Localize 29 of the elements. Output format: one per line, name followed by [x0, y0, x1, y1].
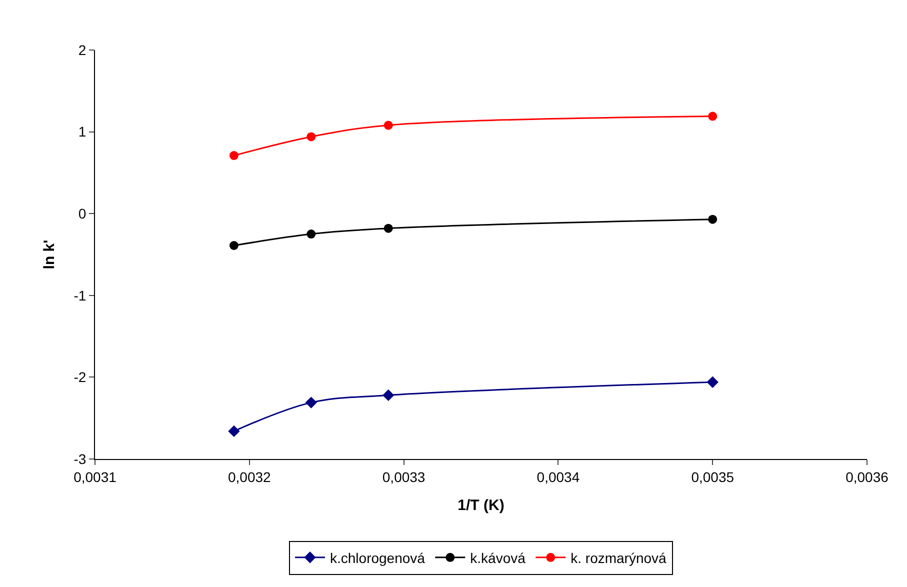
y-tick-label: 1 [78, 124, 86, 140]
y-tick-label: 2 [78, 42, 86, 58]
y-tick-label: 0 [78, 206, 86, 222]
legend-label: k.kávová [470, 550, 526, 566]
x-tick-label: 0,0032 [228, 468, 272, 485]
point [229, 151, 238, 160]
point [708, 112, 718, 121]
point [229, 241, 238, 250]
y-axis-title: ln k' [40, 240, 58, 270]
point [305, 396, 318, 408]
point [306, 132, 316, 142]
x-tick-label: 0,0031 [74, 468, 117, 485]
x-axis-title: 1/T (K) [458, 496, 504, 514]
point [228, 425, 240, 438]
y-tick-label: -3 [74, 450, 86, 467]
legend-label: k.chlorogenová [330, 550, 426, 566]
x-tick-label: 0,0036 [846, 468, 889, 485]
point [706, 376, 718, 388]
point [382, 389, 394, 402]
legend-label: k. rozmarýnová [570, 550, 667, 566]
x-tick-label: 0,0035 [691, 468, 734, 485]
point [384, 120, 393, 130]
point [306, 230, 316, 239]
point [708, 214, 718, 224]
point [384, 224, 393, 233]
x-tick-label: 0,0033 [382, 468, 426, 485]
y-tick-label: -2 [74, 369, 86, 386]
y-tick-label: -1 [74, 287, 86, 304]
x-tick-label: 0,0034 [536, 468, 580, 485]
